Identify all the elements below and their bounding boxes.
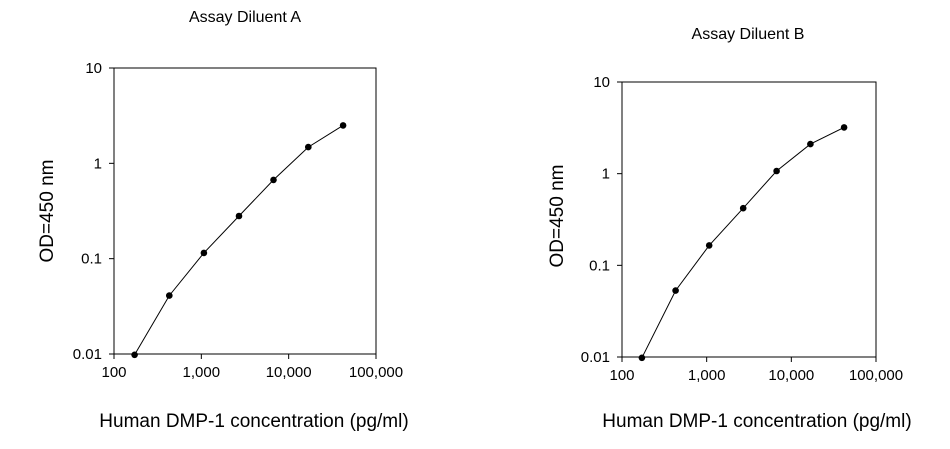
- data-point: [672, 287, 679, 294]
- x-axis: 100 1,000 10,000 100,000: [101, 354, 403, 381]
- plot-frame: [113, 67, 377, 355]
- x-axis-label: Human DMP-1 concentration (pg/ml): [99, 411, 408, 432]
- x-tick-label: 100: [101, 364, 126, 381]
- y-axis-label: OD=450 nm: [547, 165, 568, 268]
- chart-assay-diluent-a: Assay Diluent A 0.01 0.1 1 10 100 1,000 10,00…: [37, 9, 409, 432]
- x-axis: 100 1,000 10,000 100,000: [609, 357, 903, 384]
- y-tick-label: 0.01: [581, 349, 610, 366]
- x-tick-label: 100: [609, 367, 634, 384]
- data-point: [270, 176, 277, 184]
- chart-title: Assay Diluent B: [692, 26, 805, 43]
- series-line: [134, 124, 344, 356]
- data-point: [773, 167, 780, 175]
- chart-title: Assay Diluent A: [189, 9, 301, 26]
- plot-frame: [621, 81, 877, 358]
- data-points: [131, 122, 347, 359]
- data-point: [235, 212, 243, 220]
- data-points: [638, 124, 848, 362]
- x-tick-label: 1,000: [183, 364, 221, 381]
- data-point: [638, 354, 646, 362]
- x-axis-label: Human DMP-1 concentration (pg/ml): [602, 411, 911, 432]
- data-point: [807, 140, 814, 148]
- data-point: [131, 351, 138, 359]
- data-point: [840, 124, 848, 131]
- y-axis: 0.01 0.1 1 10: [581, 74, 622, 366]
- x-tick-label: 1,000: [688, 367, 726, 384]
- x-tick-label: 10,000: [768, 367, 814, 384]
- data-point: [166, 292, 173, 299]
- x-tick-label: 10,000: [266, 364, 312, 381]
- data-point: [739, 204, 747, 212]
- x-tick-label: 100,000: [849, 367, 903, 384]
- chart-assay-diluent-b: Assay Diluent B 0.01 0.1 1 10 100 1,000 10,00…: [547, 26, 912, 432]
- data-point: [705, 242, 713, 249]
- y-tick-label: 0.1: [81, 251, 102, 268]
- data-point: [200, 249, 208, 257]
- y-axis-label: OD=450 nm: [37, 160, 58, 263]
- y-tick-label: 1: [602, 166, 610, 183]
- y-tick-label: 0.1: [589, 257, 610, 274]
- y-tick-label: 0.01: [73, 346, 102, 363]
- y-tick-label: 10: [593, 74, 610, 91]
- y-axis: 0.01 0.1 1 10: [73, 60, 114, 363]
- x-tick-label: 100,000: [349, 364, 403, 381]
- y-tick-label: 1: [94, 155, 102, 172]
- series-line: [641, 126, 845, 359]
- data-point: [339, 122, 347, 129]
- data-point: [305, 143, 312, 151]
- y-tick-label: 10: [85, 60, 102, 77]
